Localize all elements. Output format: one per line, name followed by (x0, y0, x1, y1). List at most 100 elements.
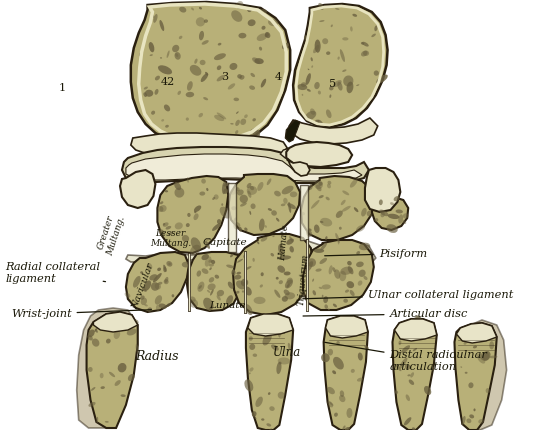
Text: 4: 4 (275, 72, 282, 83)
Ellipse shape (311, 200, 320, 209)
Ellipse shape (333, 80, 342, 87)
Polygon shape (131, 2, 290, 144)
Ellipse shape (268, 392, 271, 395)
Ellipse shape (395, 364, 402, 371)
Ellipse shape (194, 213, 199, 220)
Ellipse shape (408, 374, 411, 376)
Ellipse shape (164, 190, 168, 192)
Ellipse shape (201, 178, 206, 184)
Ellipse shape (230, 254, 234, 257)
Ellipse shape (340, 49, 345, 62)
Ellipse shape (395, 209, 403, 213)
Ellipse shape (357, 378, 364, 381)
Ellipse shape (233, 218, 236, 223)
Text: Distal radioulnar
articulation: Distal radioulnar articulation (324, 342, 487, 372)
Ellipse shape (105, 421, 109, 423)
Text: Greater
Multang.: Greater Multang. (95, 212, 126, 257)
Text: Lunate: Lunate (209, 301, 245, 310)
Ellipse shape (88, 367, 92, 372)
Ellipse shape (89, 402, 96, 407)
Ellipse shape (118, 363, 127, 372)
Ellipse shape (261, 418, 265, 421)
Ellipse shape (179, 6, 186, 12)
Ellipse shape (259, 218, 265, 231)
Ellipse shape (329, 95, 331, 98)
Ellipse shape (305, 111, 316, 120)
Ellipse shape (278, 357, 290, 365)
Ellipse shape (237, 259, 243, 263)
Ellipse shape (234, 98, 239, 101)
Ellipse shape (486, 388, 490, 393)
Ellipse shape (252, 411, 256, 417)
Ellipse shape (236, 1, 243, 9)
Polygon shape (458, 320, 507, 430)
Ellipse shape (208, 306, 212, 311)
Ellipse shape (240, 203, 247, 206)
Ellipse shape (307, 89, 311, 92)
Ellipse shape (346, 82, 354, 93)
Ellipse shape (278, 244, 284, 255)
Polygon shape (326, 316, 368, 338)
Ellipse shape (363, 50, 369, 56)
Ellipse shape (284, 289, 290, 295)
Ellipse shape (316, 184, 322, 191)
Polygon shape (157, 176, 228, 253)
Ellipse shape (191, 237, 201, 251)
Ellipse shape (332, 370, 336, 374)
Ellipse shape (287, 203, 296, 209)
Ellipse shape (209, 264, 214, 267)
Ellipse shape (282, 296, 288, 302)
Ellipse shape (299, 291, 305, 300)
Ellipse shape (381, 212, 385, 217)
Ellipse shape (320, 20, 324, 22)
Ellipse shape (394, 390, 398, 394)
Ellipse shape (266, 423, 271, 427)
Ellipse shape (265, 327, 269, 331)
Ellipse shape (290, 191, 298, 197)
Ellipse shape (259, 47, 262, 51)
Ellipse shape (163, 223, 166, 226)
Ellipse shape (150, 54, 153, 56)
Ellipse shape (414, 323, 417, 329)
Ellipse shape (347, 329, 358, 335)
Ellipse shape (218, 43, 222, 46)
Ellipse shape (168, 231, 173, 236)
Ellipse shape (337, 82, 343, 91)
Ellipse shape (375, 218, 378, 222)
Ellipse shape (206, 188, 208, 191)
Ellipse shape (314, 249, 324, 253)
Text: 42: 42 (161, 77, 175, 87)
Polygon shape (454, 323, 497, 430)
Ellipse shape (257, 182, 263, 191)
Polygon shape (131, 133, 287, 158)
Ellipse shape (304, 35, 309, 40)
Ellipse shape (302, 94, 303, 96)
Ellipse shape (350, 316, 356, 322)
Ellipse shape (464, 342, 466, 345)
Ellipse shape (301, 82, 306, 87)
Ellipse shape (302, 212, 305, 215)
Ellipse shape (239, 75, 245, 80)
Ellipse shape (320, 258, 327, 264)
Text: Radial collateral
ligament: Radial collateral ligament (6, 262, 106, 284)
Text: 5: 5 (329, 79, 336, 89)
Ellipse shape (332, 267, 336, 272)
Ellipse shape (250, 73, 255, 77)
Ellipse shape (217, 65, 221, 70)
Ellipse shape (226, 264, 234, 268)
Ellipse shape (194, 211, 196, 213)
Ellipse shape (265, 225, 267, 228)
Ellipse shape (140, 295, 145, 300)
Ellipse shape (203, 97, 208, 100)
Ellipse shape (168, 263, 171, 265)
Ellipse shape (269, 428, 272, 430)
Ellipse shape (365, 189, 370, 196)
Ellipse shape (252, 258, 255, 262)
Ellipse shape (204, 19, 208, 23)
Ellipse shape (203, 298, 213, 310)
Ellipse shape (270, 406, 274, 411)
Ellipse shape (478, 419, 484, 424)
Ellipse shape (186, 92, 194, 97)
Ellipse shape (230, 123, 234, 125)
Ellipse shape (140, 271, 143, 274)
